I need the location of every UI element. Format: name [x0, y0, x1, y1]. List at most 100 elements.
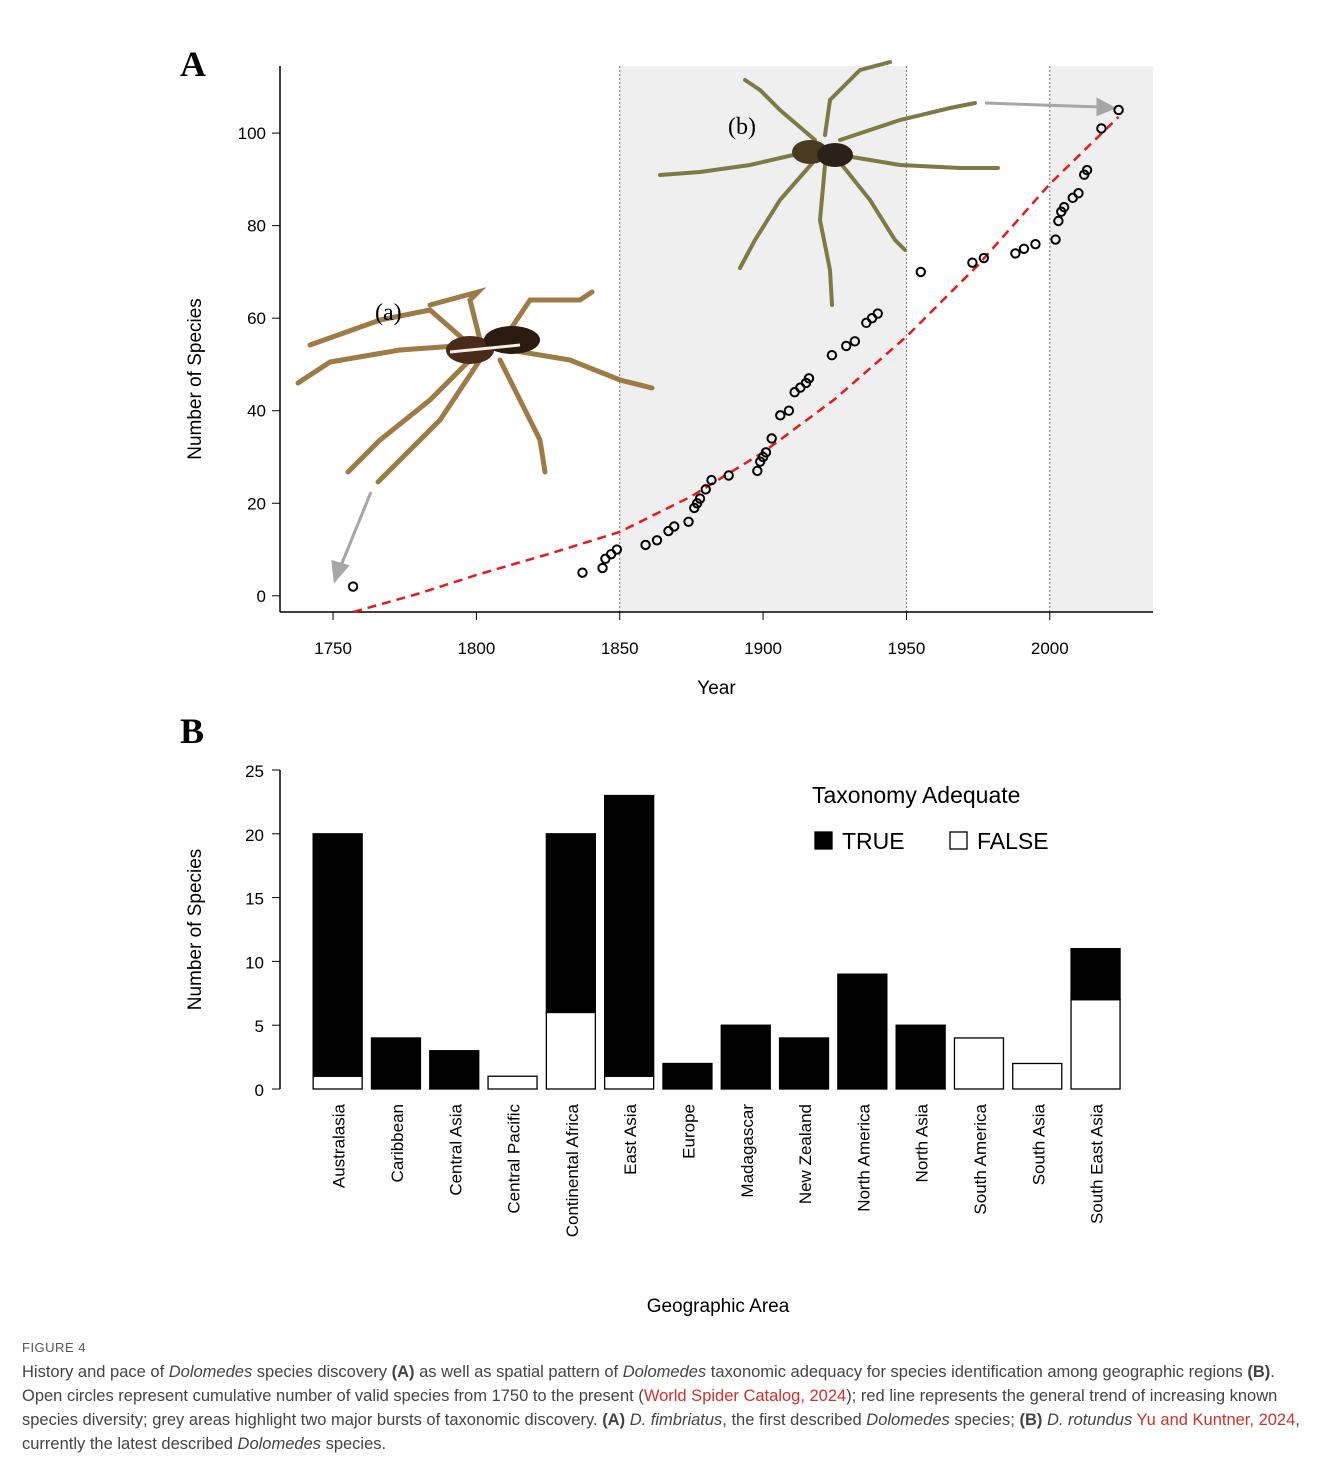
- caption-run: species;: [950, 1411, 1020, 1429]
- caption-run: Dolomedes: [623, 1363, 706, 1381]
- data-point: [1020, 245, 1028, 253]
- arrow-a: [340, 492, 371, 568]
- y-tick-label: 0: [257, 587, 266, 606]
- annotation: (b): [728, 114, 756, 140]
- y-axis-title: Number of Species: [185, 849, 206, 1011]
- x-tick-label: 1900: [744, 639, 782, 658]
- caption: History and pace of Dolomedes species di…: [22, 1360, 1300, 1456]
- figure-label: FIGURE 4: [22, 1340, 86, 1355]
- caption-run: , the first described: [722, 1411, 866, 1429]
- data-point: [578, 568, 586, 576]
- spider-a: [298, 292, 652, 482]
- x-tick-label: Madagascar: [738, 1104, 757, 1198]
- caption-run: taxonomic adequacy for species identific…: [706, 1363, 1247, 1381]
- caption-run: World Spider Catalog, 2024: [644, 1387, 846, 1405]
- bar-segment: [605, 1076, 654, 1089]
- shaded-range: [1050, 66, 1153, 612]
- bar-segment: [546, 834, 595, 1013]
- legend-swatch: [950, 832, 967, 849]
- x-tick-label: South America: [971, 1103, 990, 1214]
- bar-segment: [605, 796, 654, 1077]
- x-tick-label: 2000: [1031, 639, 1069, 658]
- bar-segment: [896, 1025, 945, 1089]
- page: {"chart_data": [ {"type": "scatter", "pa…: [0, 0, 1319, 1481]
- spider-b-abdomen: [817, 143, 853, 167]
- caption-run: (B): [1019, 1411, 1042, 1429]
- data-point: [1031, 240, 1039, 248]
- x-tick-label: New Zealand: [796, 1104, 815, 1204]
- y-tick-label: 5: [255, 1017, 264, 1036]
- data-point: [349, 582, 357, 590]
- caption-run: Dolomedes: [238, 1435, 321, 1453]
- caption-run: (A): [602, 1411, 625, 1429]
- bar-segment: [780, 1038, 829, 1089]
- bar-segment: [838, 974, 887, 1089]
- annotation: (a): [375, 300, 402, 326]
- x-tick-label: Europe: [679, 1104, 698, 1159]
- legend-label: FALSE: [977, 828, 1049, 854]
- x-tick-label: Caribbean: [388, 1104, 407, 1182]
- y-tick-label: 20: [247, 494, 266, 513]
- bar-segment: [1071, 949, 1120, 1000]
- caption-run: D. fimbriatus: [630, 1411, 723, 1429]
- bar-segment: [430, 1051, 479, 1089]
- bar-segment: [488, 1076, 537, 1089]
- y-tick-label: 40: [247, 402, 266, 421]
- x-tick-label: South Asia: [1029, 1103, 1048, 1185]
- y-axis-title: Number of Species: [185, 298, 206, 460]
- x-tick-label: North Asia: [913, 1103, 932, 1182]
- legend-title: Taxonomy Adequate: [812, 782, 1020, 808]
- data-point: [917, 268, 925, 276]
- x-tick-label: South East Asia: [1088, 1103, 1107, 1224]
- bar-segment: [546, 1012, 595, 1089]
- y-tick-label: 100: [238, 124, 266, 143]
- x-tick-label: 1800: [457, 639, 495, 658]
- legend-swatch: [815, 832, 832, 849]
- caption-run: as well as spatial pattern of: [415, 1363, 623, 1381]
- y-tick-label: 25: [245, 762, 264, 781]
- caption-run: History and pace of: [22, 1363, 169, 1381]
- bar-segment: [313, 834, 362, 1076]
- arrow-a-head: [333, 562, 347, 580]
- shaded-range: [620, 66, 907, 612]
- x-tick-label: 1950: [888, 639, 926, 658]
- caption-run: species.: [321, 1435, 386, 1453]
- y-tick-label: 10: [245, 953, 264, 972]
- caption-run: (B): [1247, 1363, 1270, 1381]
- y-tick-label: 60: [247, 309, 266, 328]
- panel-label: B: [180, 711, 204, 751]
- x-tick-label: Australasia: [330, 1103, 349, 1188]
- panel-label: A: [180, 44, 206, 84]
- y-tick-label: 20: [245, 826, 264, 845]
- bar-segment: [721, 1025, 770, 1089]
- x-axis-title: Year: [697, 678, 736, 699]
- y-tick-label: 15: [245, 890, 264, 909]
- x-axis-title: Geographic Area: [647, 1296, 790, 1317]
- data-point: [598, 564, 606, 572]
- x-tick-label: Central Asia: [446, 1103, 465, 1195]
- caption-run: (A): [392, 1363, 415, 1381]
- x-tick-label: North America: [854, 1103, 873, 1211]
- x-tick-label: 1850: [601, 639, 639, 658]
- y-tick-label: 0: [255, 1081, 264, 1100]
- data-point: [1011, 249, 1019, 257]
- y-tick-label: 80: [247, 217, 266, 236]
- data-point: [968, 258, 976, 266]
- caption-run: Dolomedes: [169, 1363, 252, 1381]
- legend-label: TRUE: [842, 828, 905, 854]
- bar-segment: [371, 1038, 420, 1089]
- x-tick-label: Central Pacific: [505, 1104, 524, 1214]
- caption-run: D. rotundus: [1047, 1411, 1132, 1429]
- bar-segment: [1071, 1000, 1120, 1089]
- caption-run: Dolomedes: [866, 1411, 949, 1429]
- caption-run: Yu and Kuntner, 2024: [1137, 1411, 1296, 1429]
- bar-segment: [313, 1076, 362, 1089]
- x-tick-label: Continental Africa: [563, 1103, 582, 1237]
- spider-a-abdomen: [484, 326, 540, 354]
- bar-segment: [1013, 1063, 1062, 1089]
- bar-segment: [663, 1063, 712, 1089]
- bar-segment: [954, 1038, 1003, 1089]
- x-tick-label: East Asia: [621, 1103, 640, 1174]
- x-tick-label: 1750: [314, 639, 352, 658]
